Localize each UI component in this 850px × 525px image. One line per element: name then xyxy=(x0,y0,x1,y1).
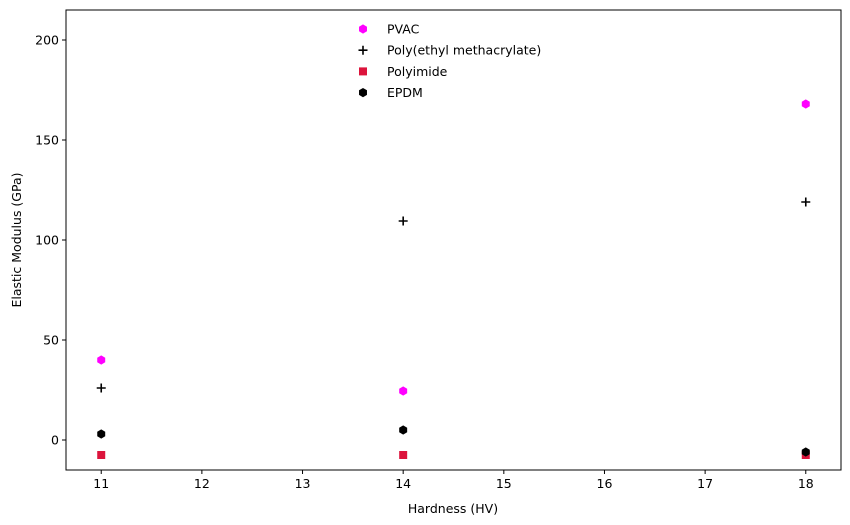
x-tick-label: 12 xyxy=(194,476,210,491)
plot-frame xyxy=(65,9,842,471)
point-poly-ethyl-methacrylate xyxy=(801,197,811,207)
y-tick-label: 200 xyxy=(35,33,59,48)
point-epdm xyxy=(801,447,810,457)
point-pvac xyxy=(801,99,810,109)
x-tick-label: 18 xyxy=(798,476,814,491)
y-tick-label: 150 xyxy=(35,133,59,148)
point-pvac xyxy=(97,355,106,365)
legend-label: EPDM xyxy=(387,85,423,100)
point-poly-ethyl-methacrylate xyxy=(398,216,408,226)
y-tick-label: 0 xyxy=(51,433,59,448)
legend-label: PVAC xyxy=(387,22,420,37)
data-points xyxy=(96,99,811,459)
y-tick-label: 50 xyxy=(43,333,59,348)
point-epdm xyxy=(399,425,408,435)
x-tick-label: 11 xyxy=(93,476,109,491)
point-poly-ethyl-methacrylate xyxy=(96,383,106,393)
legend: PVAC Poly(ethyl methacrylate) Polyimide EPD… xyxy=(358,22,541,100)
point-polyimide xyxy=(399,451,408,459)
axis-ticks: 11 12 13 14 15 16 17 18 0 50 100 150 200 xyxy=(35,33,814,492)
legend-marker xyxy=(358,45,368,55)
x-axis-label: Hardness (HV) xyxy=(408,501,498,516)
y-axis-label: Elastic Modulus (GPa) xyxy=(9,172,24,307)
y-tick-label: 100 xyxy=(35,233,59,248)
x-tick-label: 15 xyxy=(496,476,512,491)
x-tick-label: 17 xyxy=(697,476,713,491)
point-polyimide xyxy=(97,451,106,459)
legend-marker xyxy=(359,67,367,76)
legend-marker xyxy=(359,88,367,98)
x-tick-label: 14 xyxy=(395,476,411,491)
point-pvac xyxy=(399,386,408,396)
point-epdm xyxy=(97,429,106,439)
x-tick-label: 13 xyxy=(295,476,311,491)
legend-label: Poly(ethyl methacrylate) xyxy=(387,43,541,58)
legend-label: Polyimide xyxy=(387,64,448,79)
x-tick-label: 16 xyxy=(597,476,613,491)
legend-marker xyxy=(359,24,367,34)
